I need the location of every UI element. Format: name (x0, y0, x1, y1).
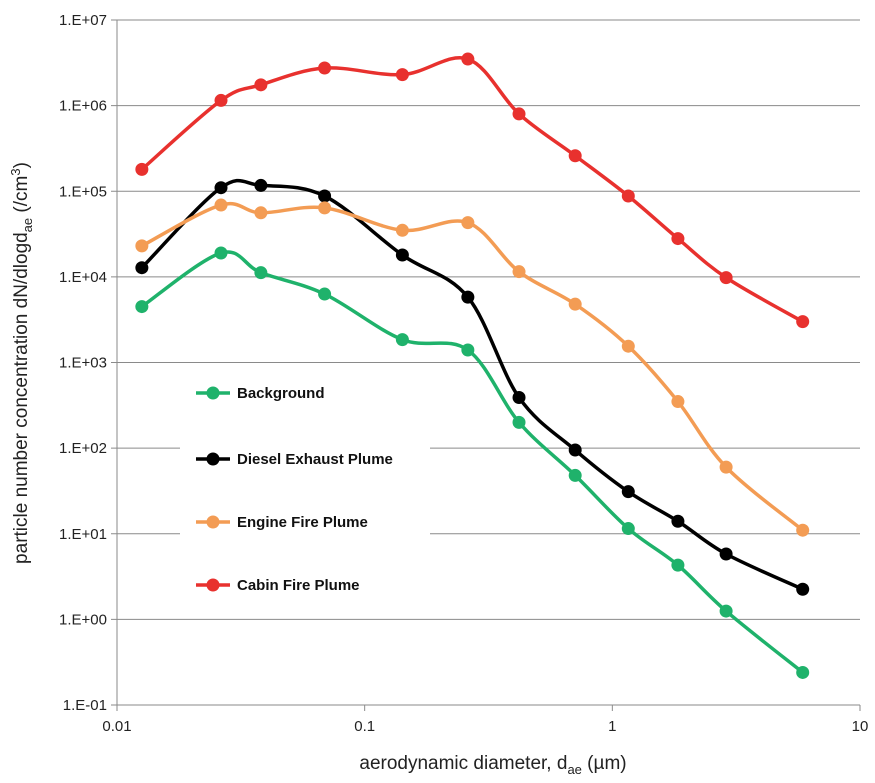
series-background (135, 246, 810, 679)
data-point (395, 248, 409, 262)
data-point (671, 395, 685, 409)
data-point (512, 415, 526, 429)
series-lines (135, 52, 810, 679)
y-tick-label: 1.E+01 (59, 526, 107, 543)
x-tick-label: 0.01 (102, 718, 131, 735)
data-point (796, 582, 810, 596)
data-point (318, 189, 332, 203)
data-point (512, 391, 526, 405)
axes (111, 19, 861, 711)
data-point (719, 604, 733, 618)
data-point (621, 339, 635, 353)
data-point (318, 61, 332, 75)
y-tick-label: 1.E+00 (59, 611, 107, 628)
x-tick-label: 1 (608, 718, 616, 735)
legend-swatch-marker (206, 452, 220, 466)
data-point (621, 189, 635, 203)
data-point (512, 265, 526, 279)
legend: Background Diesel Exhaust Plume Engine Fir… (180, 375, 430, 605)
data-point (214, 93, 228, 107)
y-tick-label: 1.E+02 (59, 440, 107, 457)
series-line (140, 56, 804, 324)
data-point (719, 271, 733, 285)
data-point (395, 223, 409, 237)
legend-background (180, 375, 430, 605)
data-point (568, 468, 582, 482)
legend-swatch-marker (206, 386, 220, 400)
data-point (512, 107, 526, 121)
data-point (135, 239, 149, 253)
data-point (254, 178, 268, 192)
data-point (135, 300, 149, 314)
y-tick-label: 1.E+06 (59, 98, 107, 115)
data-point (214, 246, 228, 260)
data-point (461, 216, 475, 230)
data-point (671, 558, 685, 572)
series-diesel-exhaust-plume (135, 178, 810, 596)
tick-labels: 1.E-01 1.E+00 1.E+01 1.E+02 1.E+03 1.E+04 1.E+… (59, 12, 868, 735)
y-axis-title: particle number concentration dN/dlogdae… (8, 162, 35, 564)
data-point (796, 523, 810, 537)
data-point (254, 78, 268, 92)
data-point (796, 665, 810, 679)
data-point (135, 261, 149, 275)
data-point (568, 443, 582, 457)
legend-label: Cabin Fire Plume (237, 577, 360, 594)
data-point (719, 460, 733, 474)
data-point (214, 181, 228, 195)
data-point (254, 266, 268, 280)
legend-entry: Diesel Exhaust Plume (196, 451, 393, 468)
data-point (395, 333, 409, 347)
data-point (568, 149, 582, 163)
y-tick-label: 1.E+05 (59, 183, 107, 200)
data-point (135, 162, 149, 176)
data-point (318, 201, 332, 215)
legend-label: Background (237, 385, 325, 402)
data-point (461, 343, 475, 357)
y-tick-label: 1.E+04 (59, 269, 107, 286)
data-point (461, 52, 475, 66)
data-point (254, 206, 268, 220)
legend-label: Diesel Exhaust Plume (237, 451, 393, 468)
data-point (395, 68, 409, 82)
legend-label: Engine Fire Plume (237, 514, 368, 531)
data-point (621, 522, 635, 536)
y-tick-label: 1.E+07 (59, 12, 107, 29)
data-point (461, 290, 475, 304)
x-tick-label: 10 (852, 718, 869, 735)
legend-entry: Engine Fire Plume (196, 514, 368, 531)
y-tick-label: 1.E+03 (59, 355, 107, 372)
y-tick-label: 1.E-01 (63, 697, 107, 714)
data-point (719, 547, 733, 561)
legend-swatch-marker (206, 578, 220, 592)
data-point (214, 198, 228, 212)
data-point (621, 485, 635, 499)
data-point (671, 514, 685, 528)
legend-entry: Cabin Fire Plume (196, 577, 360, 594)
data-point (796, 315, 810, 329)
series-engine-fire-plume (135, 198, 810, 537)
data-point (318, 287, 332, 301)
x-tick-label: 0.1 (354, 718, 375, 735)
legend-entry: Background (196, 385, 325, 402)
series-cabin-fire-plume (135, 52, 810, 329)
legend-swatch-marker (206, 515, 220, 529)
x-axis-title: aerodynamic diameter, dae (µm) (359, 753, 626, 777)
data-point (568, 297, 582, 311)
data-point (671, 232, 685, 246)
